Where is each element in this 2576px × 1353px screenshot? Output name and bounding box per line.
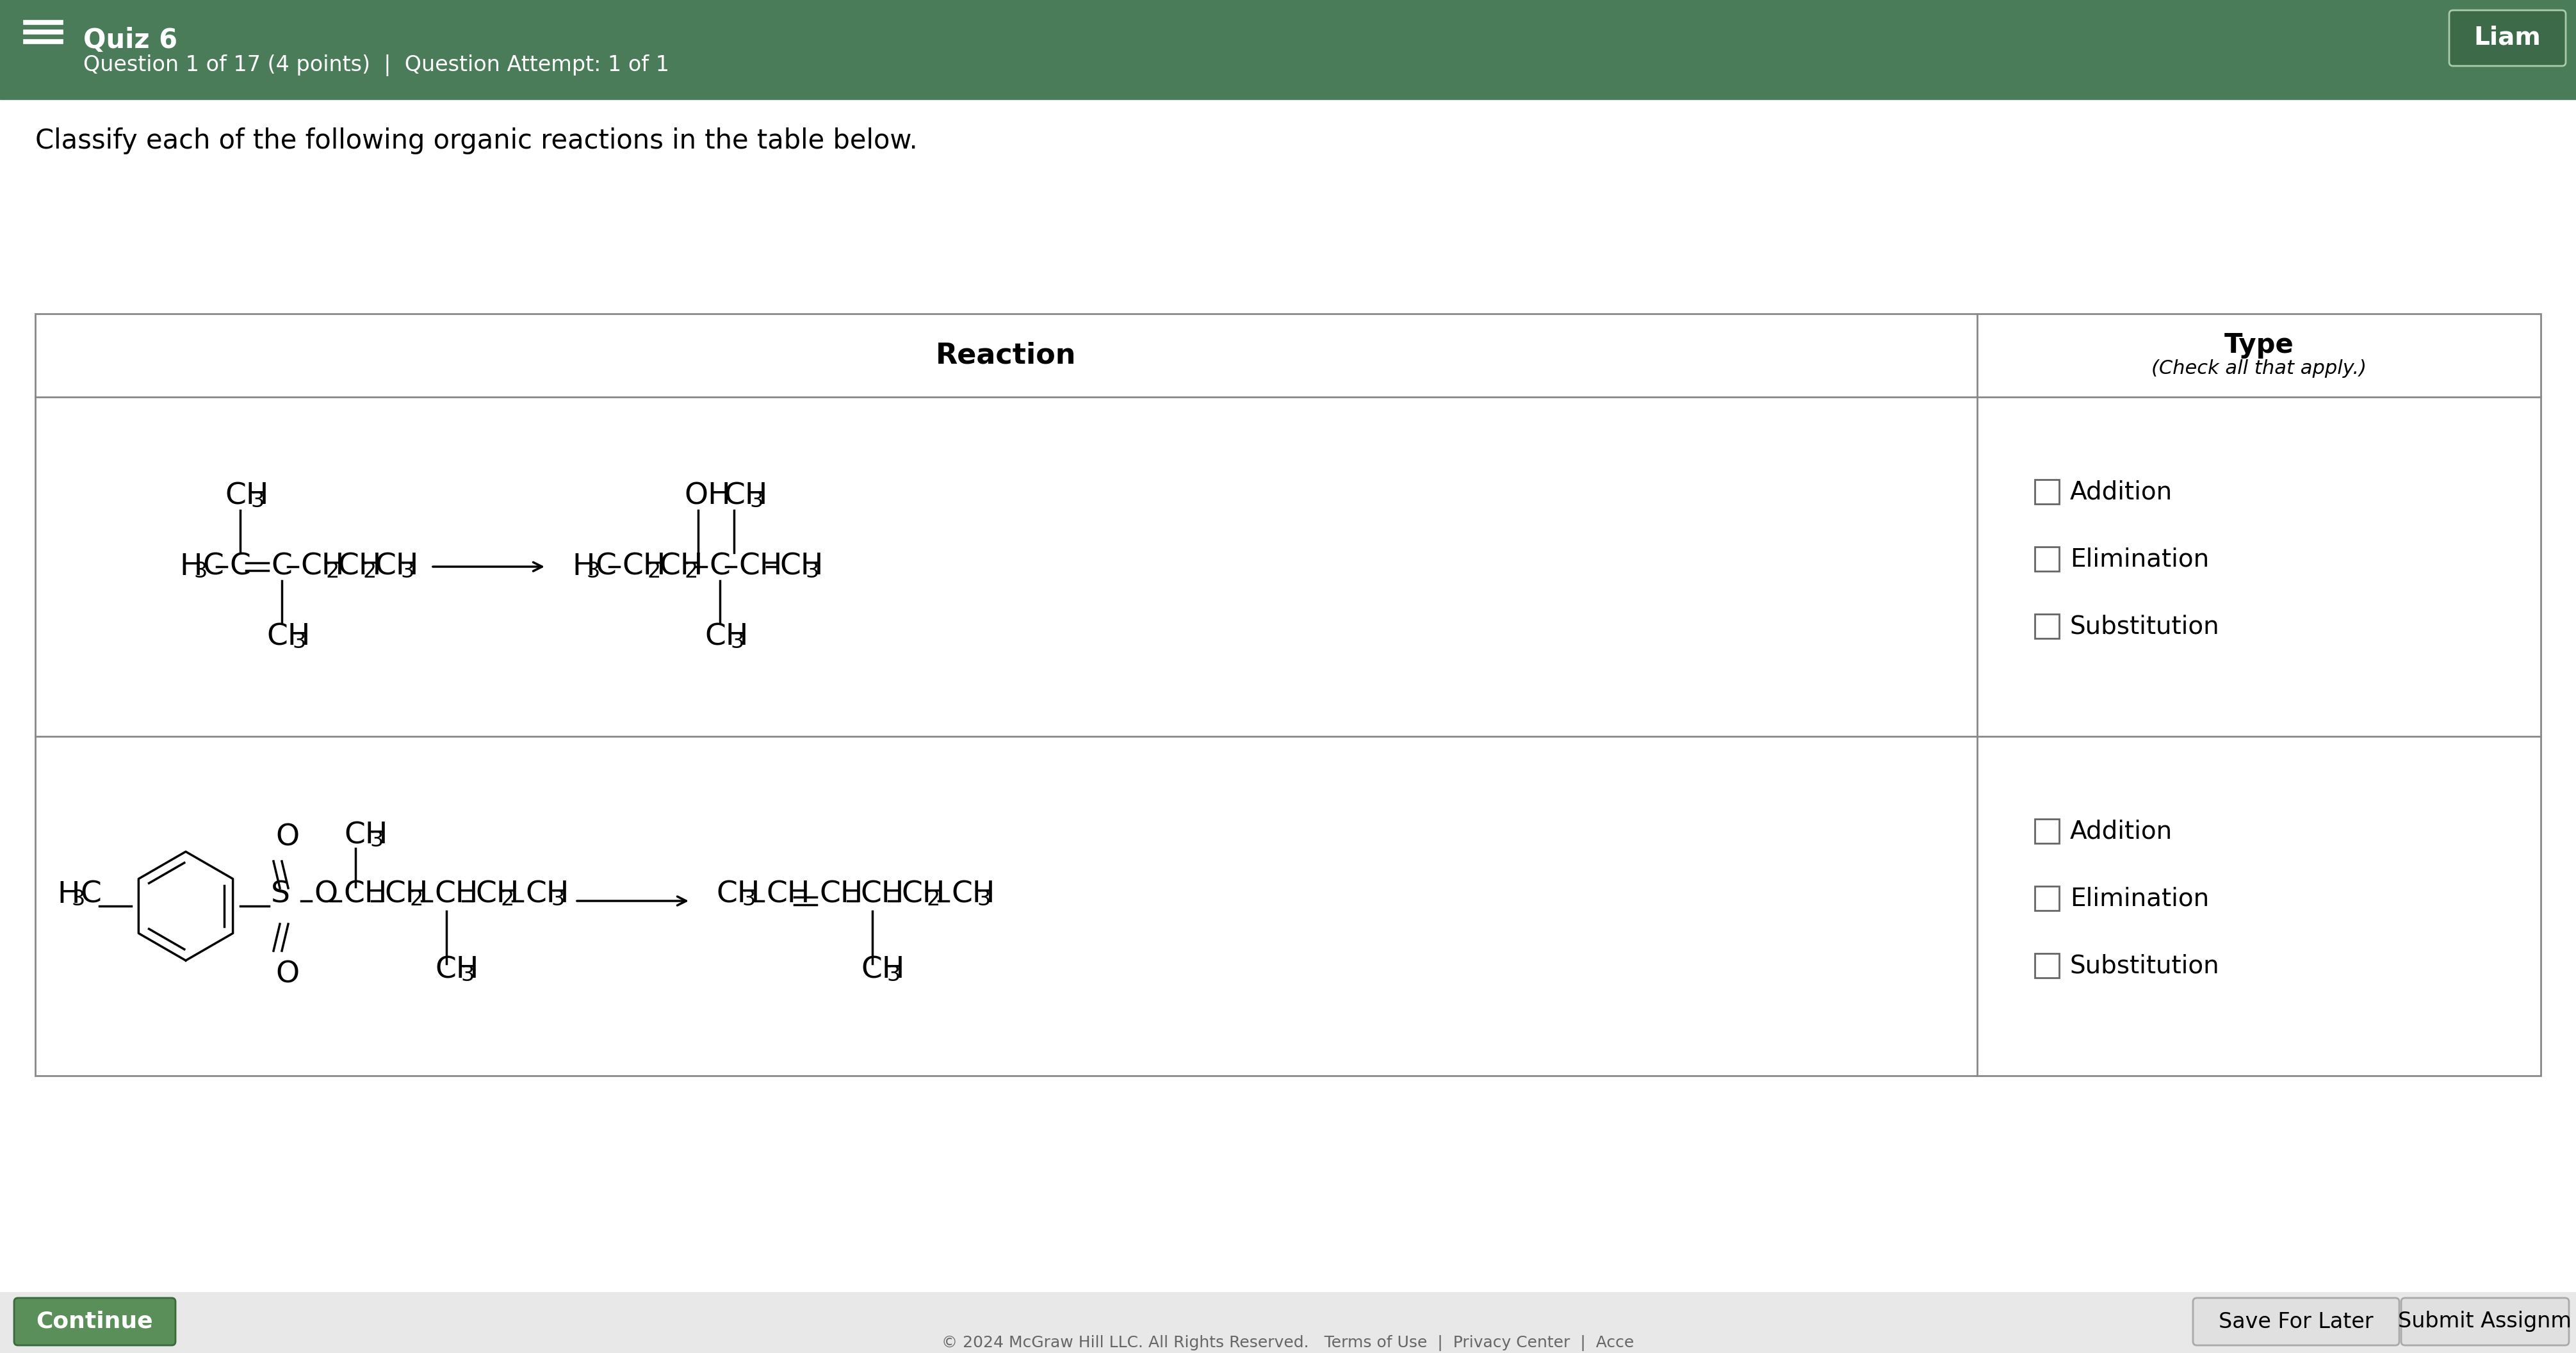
Text: CH: CH [224, 482, 268, 510]
Text: CH: CH [724, 482, 768, 510]
Text: 3: 3 [886, 965, 899, 986]
Bar [2035, 614, 2058, 639]
Text: 3: 3 [806, 561, 819, 582]
Text: C: C [595, 552, 616, 580]
Text: CH: CH [435, 955, 479, 985]
Text: Save For Later: Save For Later [2218, 1311, 2372, 1333]
Text: CH: CH [621, 552, 665, 580]
Text: C: C [80, 879, 100, 909]
Text: C: C [204, 552, 224, 580]
Text: CH: CH [265, 622, 309, 652]
Text: CH: CH [951, 879, 994, 909]
Text: 3: 3 [750, 491, 762, 511]
Text: Continue: Continue [36, 1311, 155, 1333]
Text: CH: CH [337, 552, 381, 580]
Bar [2035, 480, 2058, 505]
Text: CH: CH [474, 879, 518, 909]
Text: 3: 3 [742, 889, 755, 911]
Text: Elimination: Elimination [2071, 547, 2210, 571]
Text: O: O [276, 961, 299, 989]
Text: OH: OH [685, 482, 732, 510]
Text: S: S [270, 879, 291, 909]
Text: Reaction: Reaction [935, 341, 1077, 369]
Text: Substitution: Substitution [2071, 954, 2221, 978]
Text: CH: CH [374, 552, 417, 580]
Text: Type: Type [2223, 331, 2293, 359]
Text: CH: CH [703, 622, 747, 652]
Text: Addition: Addition [2071, 480, 2172, 505]
Text: Elimination: Elimination [2071, 886, 2210, 911]
Text: CH: CH [716, 879, 760, 909]
Text: CH: CH [739, 552, 783, 580]
FancyBboxPatch shape [2192, 1298, 2398, 1345]
Text: Quiz 6: Quiz 6 [82, 27, 178, 54]
Text: Submit Assignm: Submit Assignm [2398, 1311, 2571, 1333]
Text: CH: CH [384, 879, 428, 909]
Text: H: H [180, 552, 201, 580]
Text: 3: 3 [72, 889, 85, 911]
Bar [2035, 547, 2058, 571]
Bar [2035, 954, 2058, 978]
Text: 3: 3 [250, 491, 263, 511]
Text: 3: 3 [729, 632, 744, 652]
Text: 2: 2 [647, 561, 662, 582]
Text: Addition: Addition [2071, 819, 2172, 843]
Text: 2: 2 [927, 889, 940, 911]
Text: CH: CH [781, 552, 824, 580]
Text: O: O [314, 879, 337, 909]
Text: Question 1 of 17 (4 points)  |  Question Attempt: 1 of 1: Question 1 of 17 (4 points) | Question A… [82, 54, 670, 76]
Bar [2035, 886, 2058, 911]
Text: H: H [57, 879, 80, 909]
Text: CH: CH [860, 879, 904, 909]
Text: CH: CH [345, 821, 389, 850]
FancyBboxPatch shape [13, 1298, 175, 1345]
Text: 3: 3 [368, 831, 384, 851]
Text: 3: 3 [551, 889, 564, 911]
Text: CH: CH [765, 879, 809, 909]
Text: 3: 3 [193, 561, 206, 582]
Text: CH: CH [435, 879, 479, 909]
Text: C: C [229, 552, 250, 580]
Text: 2: 2 [327, 561, 340, 582]
Text: 2: 2 [500, 889, 515, 911]
Text: CH: CH [659, 552, 703, 580]
Text: CH: CH [819, 879, 863, 909]
Bar [36, 314, 2540, 1076]
Text: Classify each of the following organic reactions in the table below.: Classify each of the following organic r… [36, 127, 917, 154]
Text: (Check all that apply.): (Check all that apply.) [2151, 359, 2367, 377]
Text: CH: CH [343, 879, 386, 909]
Bar [0, 0, 2576, 99]
Text: CH: CH [902, 879, 945, 909]
Text: 2: 2 [363, 561, 376, 582]
Text: 2: 2 [410, 889, 422, 911]
Text: 3: 3 [399, 561, 415, 582]
Bar [2035, 819, 2058, 843]
Text: CH: CH [301, 552, 345, 580]
Text: 3: 3 [461, 965, 474, 986]
Text: O: O [276, 823, 299, 852]
Text: Liam: Liam [2473, 26, 2540, 50]
FancyBboxPatch shape [2401, 1298, 2568, 1345]
Text: C: C [270, 552, 291, 580]
Text: CH: CH [860, 955, 904, 985]
Text: 2: 2 [685, 561, 698, 582]
Text: C: C [708, 552, 729, 580]
Text: 3: 3 [291, 632, 307, 652]
Bar [0, 1292, 2576, 1353]
Text: © 2024 McGraw Hill LLC. All Rights Reserved.   Terms of Use  |  Privacy Center  : © 2024 McGraw Hill LLC. All Rights Reser… [943, 1335, 1633, 1350]
Bar [0, 99, 2576, 1292]
Text: H: H [572, 552, 595, 580]
Text: 3: 3 [976, 889, 989, 911]
Text: Substitution: Substitution [2071, 614, 2221, 639]
Text: CH: CH [526, 879, 569, 909]
FancyBboxPatch shape [2450, 11, 2566, 66]
Text: 3: 3 [585, 561, 600, 582]
